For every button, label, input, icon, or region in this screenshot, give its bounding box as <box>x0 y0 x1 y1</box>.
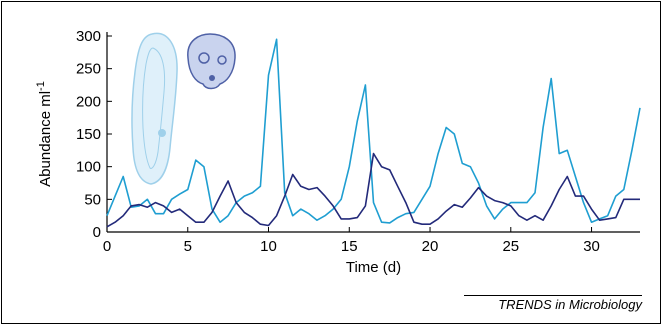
series-layer <box>106 38 641 228</box>
y-tick-label: 150 <box>76 126 101 143</box>
y-tick-label: 100 <box>76 159 101 176</box>
predator-series-line <box>106 152 640 228</box>
illustrations <box>131 32 236 185</box>
axes: 0 50 100 150 200 250 300 0 5 10 15 20 25 30 <box>76 28 640 255</box>
didinium-icon <box>187 33 236 90</box>
y-tick-label: 300 <box>76 28 101 45</box>
y-axis-label: Abundance ml-1 <box>35 81 54 187</box>
x-tick-label: 10 <box>260 238 277 255</box>
y-axis-label-text: Abundance ml <box>37 91 54 187</box>
x-tick-label: 20 <box>422 238 439 255</box>
prey-series-line <box>106 38 641 224</box>
paramecium-icon <box>131 32 178 185</box>
source-label: TRENDS in Microbiology <box>498 297 642 312</box>
source-rule <box>464 295 642 296</box>
y-tick-label: 50 <box>84 191 101 208</box>
x-axis-label: Time (d) <box>346 259 401 276</box>
y-axis-label-superscript: -1 <box>35 81 47 91</box>
y-tick-label: 200 <box>76 93 101 110</box>
x-tick-label: 30 <box>583 238 600 255</box>
x-tick-label: 25 <box>502 238 519 255</box>
x-tick-label: 0 <box>103 238 111 255</box>
y-tick-label: 250 <box>76 61 101 78</box>
y-tick-label: 0 <box>93 224 101 241</box>
x-tick-label: 5 <box>184 238 192 255</box>
x-tick-label: 15 <box>341 238 358 255</box>
